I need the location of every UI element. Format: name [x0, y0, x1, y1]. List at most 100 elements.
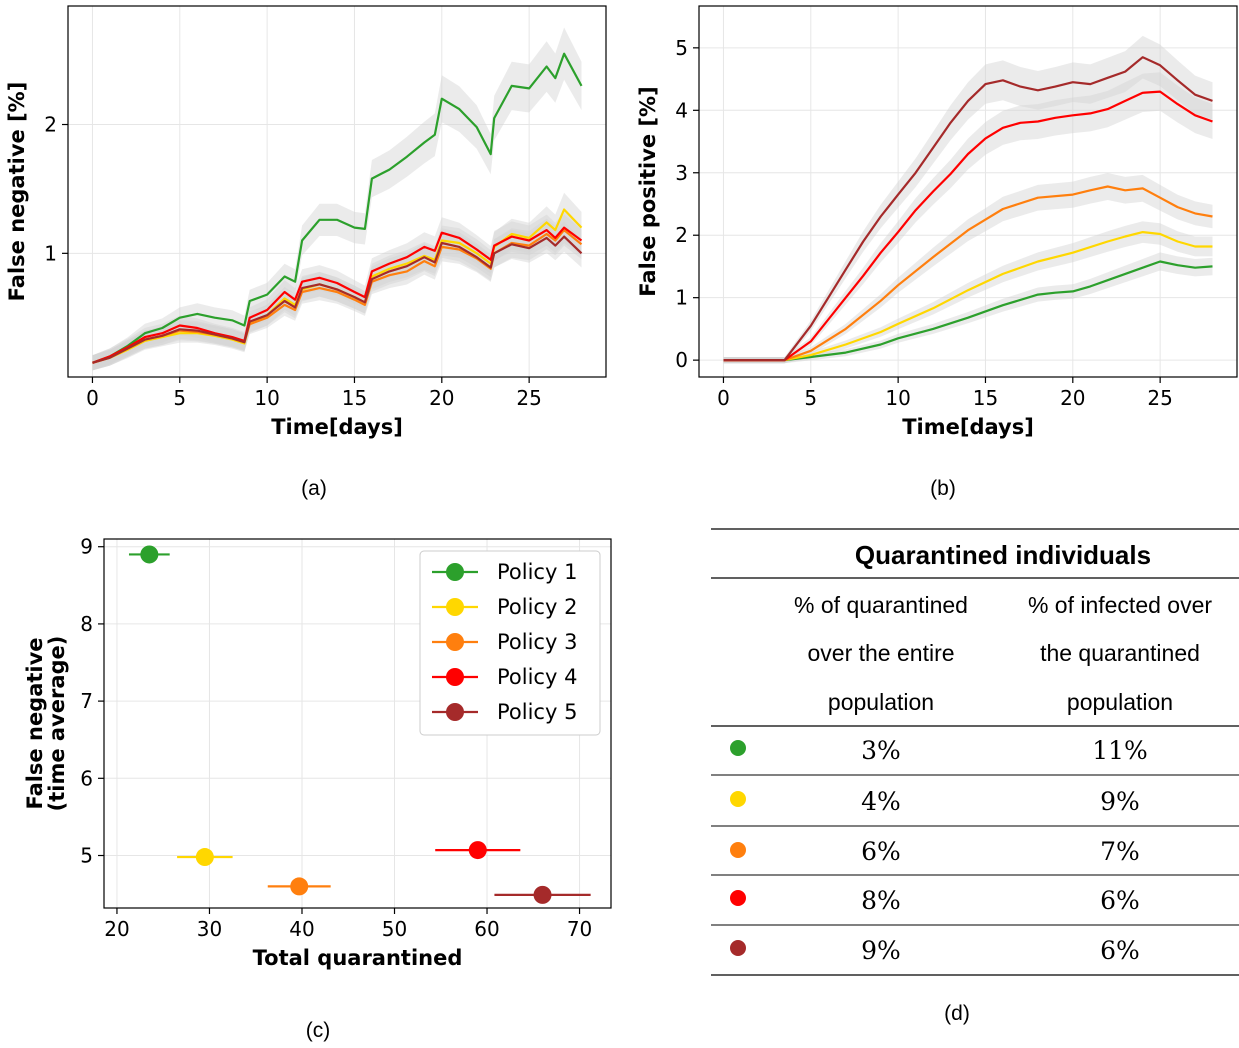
axes-frame [698, 5, 1238, 378]
x-tick-label: 15 [973, 386, 998, 410]
x-axis-label: Total quarantined [253, 946, 463, 970]
series-band [723, 252, 1213, 364]
x-tick-label: 5 [173, 386, 186, 410]
y-tick-label: 4 [675, 98, 688, 122]
table-cell-quarantined: 3% [861, 736, 901, 765]
table-row-color-dot [730, 842, 746, 858]
x-tick-label: 70 [567, 917, 592, 941]
series-line-5 [92, 235, 583, 364]
table-col1-header-line1: % of quarantined [794, 592, 968, 618]
legend-label: Policy 3 [497, 630, 577, 654]
y-tick-label: 5 [80, 844, 93, 868]
x-tick-label: 20 [1060, 386, 1085, 410]
legend-label: Policy 5 [497, 700, 577, 724]
series-line-1 [723, 260, 1213, 362]
table-row: 6% 7% [730, 837, 1140, 866]
y-axis-label: False negative [%] [5, 82, 29, 302]
table-row: 8% 6% [730, 886, 1140, 915]
y-axis-label: False negative [23, 637, 47, 809]
y-tick-label: 2 [675, 223, 688, 247]
table-row: 9% 6% [730, 936, 1140, 965]
table-cell-quarantined: 4% [861, 787, 901, 816]
y-tick-label: 1 [44, 241, 57, 265]
y-tick-label: 2 [44, 113, 57, 137]
table-cell-quarantined: 8% [861, 886, 901, 915]
point-policy-1 [140, 545, 159, 564]
plot-area [723, 35, 1213, 364]
y-tick-label: 0 [675, 348, 688, 372]
legend-marker [446, 563, 464, 581]
y-tick-label: 3 [675, 161, 688, 185]
legend-box [419, 550, 601, 736]
panel-c-scatter: 20 30 40 50 60 70 5 6 7 8 9 Total quarantined False … [23, 535, 612, 970]
table-cell-infected: 6% [1100, 936, 1140, 965]
panel-b-false-positive: 0 5 10 15 20 25 0 1 2 3 4 5 Time[days] False positive… [636, 5, 1238, 439]
table-title: Quarantined individuals [855, 540, 1151, 570]
legend-label: Policy 1 [497, 560, 577, 584]
panel-b-caption: (b) [930, 477, 956, 500]
series-line-4 [723, 90, 1213, 362]
legend-label: Policy 4 [497, 665, 577, 689]
panel-d-table: Quarantined individuals % of quarantined… [711, 528, 1239, 976]
table-row-color-dot [730, 791, 746, 807]
y-tick-label: 6 [80, 766, 93, 790]
x-tick-label: 15 [342, 386, 367, 410]
panel-a-caption: (a) [301, 477, 327, 500]
table-cell-quarantined: 6% [861, 837, 901, 866]
table-row: 4% 9% [730, 787, 1140, 816]
axes-frame [103, 538, 612, 909]
table-cell-infected: 6% [1100, 886, 1140, 915]
x-tick-label: 25 [516, 386, 541, 410]
point-policy-5 [533, 885, 552, 904]
legend-marker [446, 668, 464, 686]
legend-marker [446, 598, 464, 616]
x-tick-label: 10 [885, 386, 910, 410]
table-cell-infected: 11% [1092, 736, 1148, 765]
table-col2-header-line2: the quarantined [1040, 640, 1200, 666]
y-tick-label: 1 [675, 286, 688, 310]
plot-area [92, 27, 583, 371]
table-cell-infected: 9% [1100, 787, 1140, 816]
table-col2-header-line1: % of infected over [1028, 592, 1212, 618]
table-row-color-dot [730, 890, 746, 906]
y-axis-label: False positive [%] [636, 86, 660, 296]
x-tick-label: 40 [289, 917, 314, 941]
y-tick-label: 9 [80, 535, 93, 559]
x-axis-label: Time[days] [902, 415, 1034, 439]
series-line-4 [92, 226, 583, 364]
series-band [723, 221, 1213, 364]
y-tick-label: 7 [80, 689, 93, 713]
table-row-color-dot [730, 740, 746, 756]
table-col2-header-line3: population [1067, 689, 1173, 715]
x-tick-label: 20 [429, 386, 454, 410]
panel-c-caption: (c) [306, 1019, 331, 1042]
legend-marker [446, 703, 464, 721]
point-policy-4 [468, 841, 487, 860]
series-line-3 [723, 185, 1213, 362]
panel-a-false-negative: 0 5 10 15 20 25 1 2 Time[days] False negative [%] [5, 5, 607, 439]
series-band [92, 221, 582, 371]
x-tick-label: 50 [382, 917, 407, 941]
table-col1-header-line3: population [828, 689, 934, 715]
y-tick-label: 8 [80, 612, 93, 636]
legend-marker [446, 633, 464, 651]
panel-d-caption: (d) [944, 1002, 970, 1025]
x-tick-label: 30 [197, 917, 222, 941]
table-cell-quarantined: 9% [861, 936, 901, 965]
table-cell-infected: 7% [1100, 837, 1140, 866]
x-tick-label: 60 [474, 917, 499, 941]
legend-label: Policy 2 [497, 595, 577, 619]
table-col1-header-line2: over the entire [807, 640, 954, 666]
series-band [723, 173, 1213, 364]
x-tick-label: 0 [86, 386, 99, 410]
series-band [723, 72, 1213, 364]
series-line-2 [723, 231, 1213, 362]
x-tick-label: 25 [1147, 386, 1172, 410]
x-tick-label: 10 [254, 386, 279, 410]
x-tick-label: 0 [717, 386, 730, 410]
table-row-color-dot [730, 940, 746, 956]
y-tick-label: 5 [675, 36, 688, 60]
series-line-1 [92, 52, 583, 364]
y-axis-label: (time average) [45, 636, 69, 812]
